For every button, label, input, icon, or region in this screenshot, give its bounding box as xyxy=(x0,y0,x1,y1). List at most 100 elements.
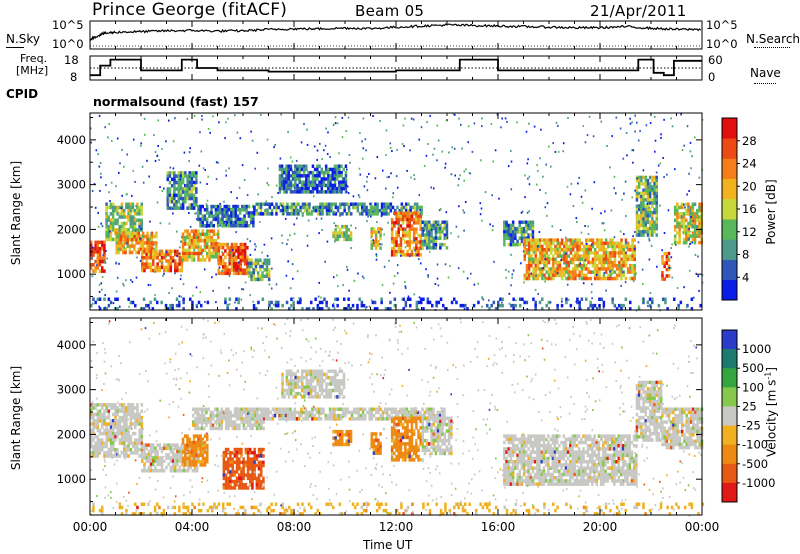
nsky-series xyxy=(89,23,702,47)
velocity-ytick-label-0: 1000 xyxy=(57,472,86,486)
power-colorbar-cell xyxy=(722,138,737,159)
nsky-legend-line xyxy=(6,47,24,48)
velocity-region-0 xyxy=(90,403,144,458)
velocity-colorbar-cell xyxy=(722,425,737,445)
freq-series xyxy=(90,58,702,77)
velocity-colorbar-tick-label-0: 1000 xyxy=(742,342,771,356)
axis-ticks: 1000 2000 3000 4000 1000 2000 3000 4000 00:00 04:… xyxy=(57,21,720,534)
velocity-region-12 xyxy=(635,380,663,442)
date-label: 21/Apr/2011 xyxy=(590,2,687,20)
power-colorbar-cell xyxy=(722,239,737,260)
time-tick-label-5: 20:00 xyxy=(583,520,618,534)
time-tick-label-6: 00:00 xyxy=(685,520,720,534)
power-region-9 xyxy=(253,202,423,216)
velocity-heatmap xyxy=(90,318,705,517)
cpid-program: normalsound (fast) 157 xyxy=(93,94,259,109)
power-colorbar-tick-label-0: 4 xyxy=(742,270,749,284)
velocity-colorbar-cell xyxy=(722,406,737,426)
power-region-17 xyxy=(635,175,658,237)
time-tick-label-2: 08:00 xyxy=(277,520,312,534)
power-region-12 xyxy=(370,227,382,250)
power-region-11 xyxy=(332,224,353,242)
power-colorbar-cell xyxy=(722,259,737,281)
power-colorbar-tick-label-3: 16 xyxy=(742,202,757,216)
freq-line xyxy=(90,58,702,77)
time-tick-label-3: 12:00 xyxy=(379,520,414,534)
velocity-colorbar-cell xyxy=(722,368,737,388)
nsky-right-tick-top: 10^5 xyxy=(706,18,738,32)
power-region-14 xyxy=(421,220,449,250)
velocity-region-6 xyxy=(281,369,346,399)
velocity-region-4 xyxy=(222,447,265,490)
velocity-region-14 xyxy=(92,502,705,516)
freq-unit-label: [MHz] xyxy=(16,64,49,77)
velocity-region-8 xyxy=(370,432,382,455)
velocity-colorbar-tick-label-2: 100 xyxy=(742,380,764,394)
velocity-colorbar-frame xyxy=(721,329,738,503)
velocity-region-7 xyxy=(332,429,353,447)
velocity-region-10 xyxy=(421,416,453,456)
nsky-line xyxy=(89,23,702,42)
power-colorbar-cell xyxy=(722,279,737,301)
velocity-colorbar-cell xyxy=(722,482,737,503)
time-xlabel: Time UT xyxy=(363,538,413,552)
power-region-2 xyxy=(115,231,158,255)
colorbars: 4 8 12 16 20 24 28 1000 500 100 25 -25 -100 -500 -1000 xyxy=(721,117,775,503)
power-heatmap xyxy=(90,113,704,312)
nave-right-tick-top: 60 xyxy=(708,53,723,67)
power-colorbar-tick-label-6: 28 xyxy=(742,134,757,148)
time-tick-label-0: 00:00 xyxy=(73,520,108,534)
velocity-ytick-label-3: 4000 xyxy=(57,338,86,352)
power-region-5 xyxy=(166,171,198,210)
velocity-colorbar-cell xyxy=(722,444,737,465)
velocity-colorbar-cell xyxy=(722,387,737,407)
power-ytick-label-0: 1000 xyxy=(57,267,86,281)
power-colorbar-cell xyxy=(722,198,737,220)
power-ytick-label-1: 2000 xyxy=(57,222,86,236)
freq-left-tick-bottom: 8 xyxy=(70,70,78,84)
velocity-colorbar-tick-label-3: 25 xyxy=(742,399,757,413)
power-colorbar-tick-label-5: 24 xyxy=(742,157,757,171)
time-tick-label-4: 16:00 xyxy=(481,520,516,534)
power-colorbar-cell xyxy=(722,158,737,179)
velocity-colorbar-cell xyxy=(722,463,737,484)
velocity-region-11 xyxy=(503,434,638,486)
beam-label: Beam 05 xyxy=(355,2,425,20)
power-region-10 xyxy=(278,164,348,194)
power-colorbar-cell xyxy=(722,219,737,240)
freq-label: Freq. xyxy=(20,52,48,65)
power-region-3 xyxy=(141,249,184,273)
nsky-label: N.Sky xyxy=(6,32,41,46)
velocity-colorbar-cell xyxy=(722,330,737,350)
power-region-13 xyxy=(390,211,422,257)
velocity-colorbar-tick-label-4: -25 xyxy=(742,419,761,433)
nave-label: Nave xyxy=(750,66,781,80)
velocity-noise xyxy=(90,318,702,517)
nave-right-tick-bottom: 0 xyxy=(708,70,716,84)
velocity-colorbar-cell xyxy=(722,349,737,369)
power-region-16 xyxy=(523,238,636,281)
power-colorbar-cell xyxy=(722,178,737,200)
nsearch-legend-line xyxy=(754,47,790,48)
power-colorbar-tick-label-4: 20 xyxy=(742,179,757,193)
power-region-0 xyxy=(90,240,106,273)
power-region-7 xyxy=(217,242,249,276)
velocity-ytick-label-2: 3000 xyxy=(57,383,86,397)
velocity-region-9 xyxy=(390,416,422,462)
nsky-left-tick-top: 10^5 xyxy=(52,18,84,32)
power-region-8 xyxy=(248,258,271,282)
velocity-colorbar-tick-label-1: 500 xyxy=(742,361,764,375)
power-region-18 xyxy=(661,251,671,281)
cpid-label: CPID xyxy=(6,87,39,101)
nsky-left-tick-bottom: 10^0 xyxy=(52,37,84,51)
time-tick-label-1: 04:00 xyxy=(175,520,210,534)
station-title: Prince George (fitACF) xyxy=(92,0,288,20)
nsky-right-tick-bottom: 10^0 xyxy=(706,37,738,51)
velocity-colorbar-tick-label-5: -100 xyxy=(742,438,768,452)
freq-left-tick-top: 18 xyxy=(64,53,79,67)
power-colorbar-tick-label-1: 8 xyxy=(742,248,749,262)
velocity-colorbar-tick-label-7: -1000 xyxy=(742,476,775,490)
power-colorbar-cell xyxy=(722,118,737,139)
power-colorbar-tick-label-2: 12 xyxy=(742,225,757,239)
